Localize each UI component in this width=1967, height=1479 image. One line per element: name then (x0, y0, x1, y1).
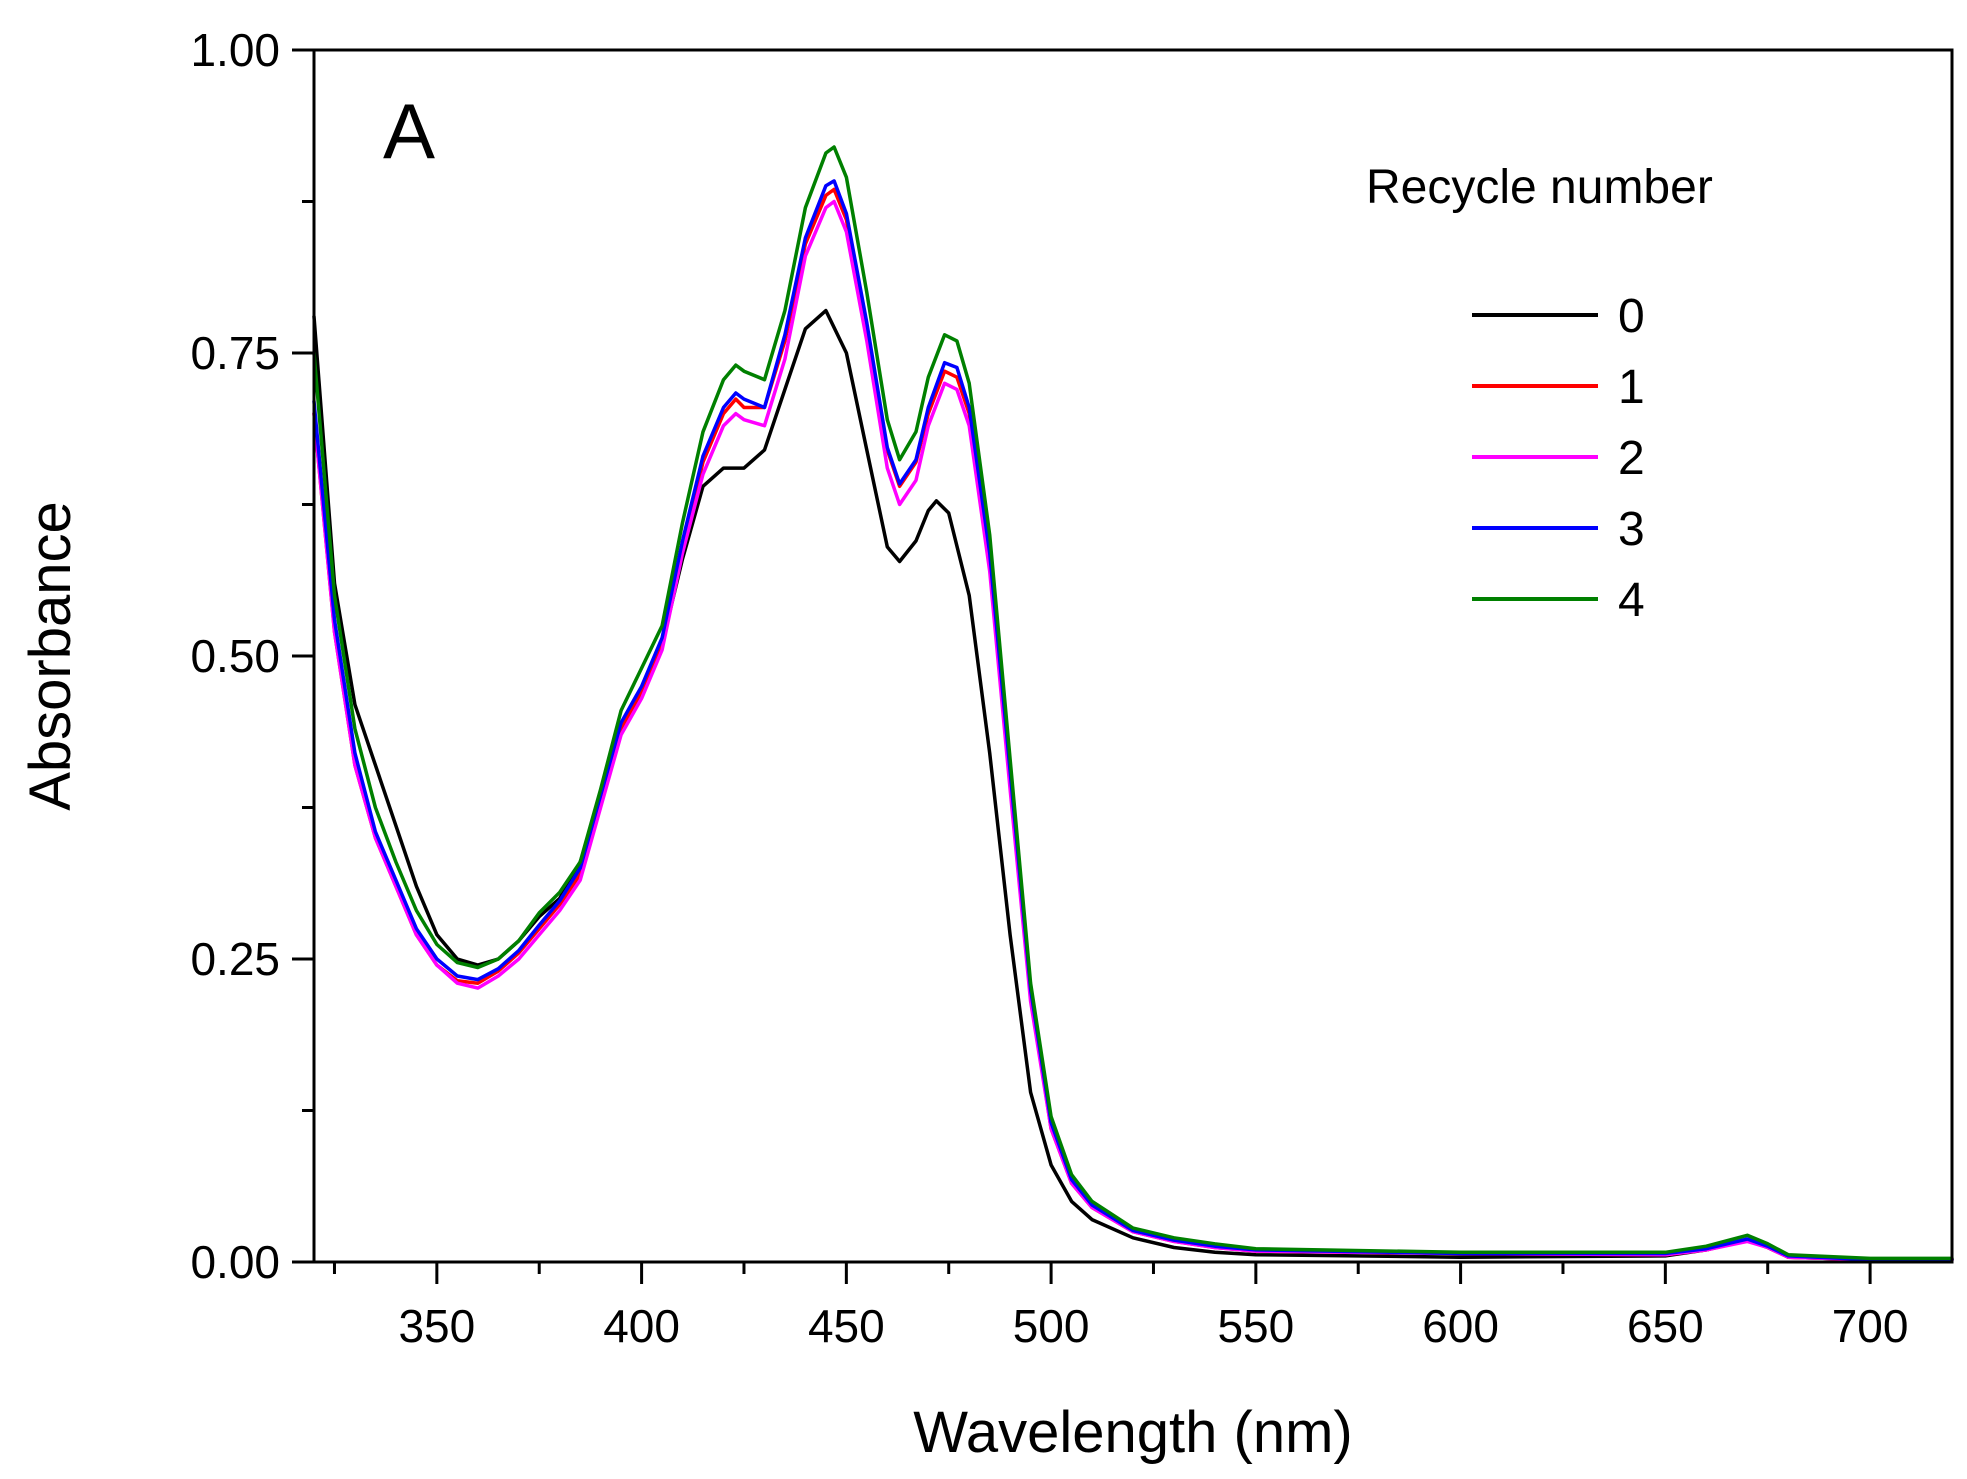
ticks-layer: 350 400 450 500 550 600 650 700 0.00 0.25 0.50 0.75… (190, 24, 1908, 1352)
y-tick-label: 0.25 (190, 933, 280, 985)
y-axis-title: Absorbance (18, 501, 83, 811)
x-tick-label: 600 (1422, 1300, 1499, 1352)
panel-label: A (383, 87, 435, 175)
x-tick-label: 400 (603, 1300, 680, 1352)
legend-label-4: 4 (1618, 574, 1645, 627)
legend-label-0: 0 (1618, 290, 1645, 343)
legend: 0 1 2 3 4 (1472, 290, 1645, 627)
y-tick-label: 0.50 (190, 630, 280, 682)
x-tick-label: 550 (1217, 1300, 1294, 1352)
x-axis-title: Wavelength (nm) (913, 1400, 1352, 1465)
legend-label-1: 1 (1618, 361, 1645, 414)
series-line-4 (312, 145, 1954, 1261)
series-layer (312, 145, 1954, 1262)
legend-label-3: 3 (1618, 503, 1645, 556)
y-tick-label: 1.00 (190, 24, 280, 76)
x-tick-label: 700 (1832, 1300, 1909, 1352)
legend-label-2: 2 (1618, 432, 1645, 485)
y-tick-label: 0.75 (190, 327, 280, 379)
x-tick-label: 450 (808, 1300, 885, 1352)
y-tick-label: 0.00 (190, 1236, 280, 1288)
x-tick-label: 350 (398, 1300, 475, 1352)
x-tick-label: 500 (1013, 1300, 1090, 1352)
legend-title: Recycle number (1366, 161, 1713, 214)
series-line-3 (312, 179, 1954, 1262)
x-tick-label: 650 (1627, 1300, 1704, 1352)
